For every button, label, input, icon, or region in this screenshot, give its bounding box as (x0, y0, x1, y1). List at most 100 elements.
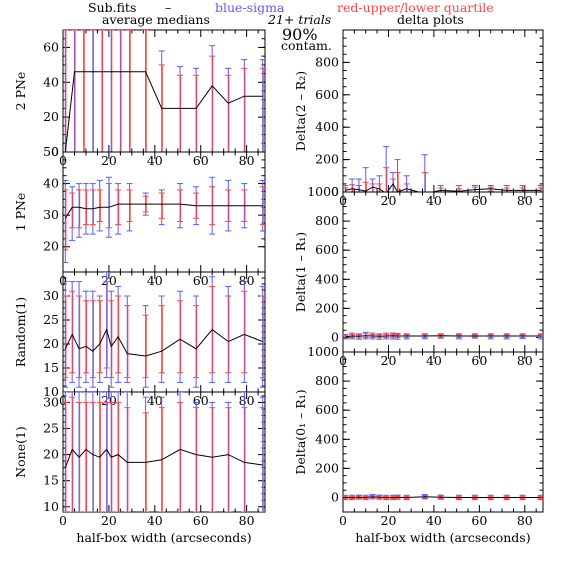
y-tick-label: 200 (315, 152, 339, 167)
x-tick-label: 80 (239, 513, 255, 528)
y-tick-label: 200 (315, 300, 339, 315)
error-bars (343, 494, 543, 501)
header-trials: 21+ trials (267, 12, 331, 27)
figure-header: Sub.fits – blue-sigma red-upper/lower qu… (88, 0, 494, 53)
y-tick-label: 15 (43, 360, 59, 375)
y-tick-label: 20 (43, 239, 59, 254)
median-line (64, 71, 263, 152)
median-line (64, 448, 263, 468)
y-tick-label: 60 (43, 39, 59, 54)
header-contam-label: contam. (281, 38, 332, 53)
x-tick-label: 40 (426, 193, 442, 208)
x-tick-label: 80 (517, 353, 533, 368)
x-tick-label: 20 (101, 273, 117, 288)
x-tick-label: 0 (59, 513, 67, 528)
x-axis-label: half-box width (arcseconds) (76, 530, 251, 545)
x-tick-label: 80 (517, 193, 533, 208)
x-tick-label: 60 (193, 153, 209, 168)
x-tick-label: 60 (471, 193, 487, 208)
header-left-title: average medians (102, 12, 210, 27)
y-tick-label: 10 (43, 499, 59, 514)
y-axis-label: Delta(2 – R₂) (293, 71, 308, 151)
x-tick-label: 40 (147, 513, 163, 528)
y-tick-label: 25 (43, 421, 59, 436)
x-axis-label: half-box width (arcseconds) (355, 530, 530, 545)
y-tick-label: 0 (331, 184, 339, 199)
plot-frame (342, 191, 544, 353)
error-bars (63, 176, 265, 264)
error-bars (63, 30, 265, 152)
y-tick-label: 40 (43, 176, 59, 191)
x-tick-label: 0 (339, 513, 347, 528)
x-tick-label: 60 (193, 513, 209, 528)
x-tick-label: 60 (193, 393, 209, 408)
y-tick-label: 200 (315, 460, 339, 475)
y-axis-label: None(1) (13, 426, 28, 478)
x-tick-label: 40 (426, 513, 442, 528)
y-tick-label: 20 (43, 447, 59, 462)
y-tick-label: 1000 (307, 344, 339, 359)
x-tick-label: 40 (426, 353, 442, 368)
y-tick-label: 20 (43, 336, 59, 351)
y-tick-label: 400 (315, 119, 339, 134)
header-dash: – (165, 0, 171, 15)
header-right-title: delta plots (397, 12, 464, 27)
header-red-legend: red-upper/lower quartile (337, 0, 494, 15)
x-tick-label: 60 (471, 353, 487, 368)
median-line (345, 496, 541, 499)
header-blue-legend: blue-sigma (215, 0, 285, 15)
y-tick-label: 600 (315, 87, 339, 102)
y-tick-label: 400 (315, 431, 339, 446)
y-tick-label: 0 (51, 144, 59, 159)
plot-frame (342, 29, 544, 193)
plot-frame (342, 351, 544, 513)
header-source: Sub.fits (88, 0, 136, 15)
y-axis-label: Random(1) (13, 297, 28, 367)
panel-none-1: 0 20 40 60 80 10 15 20 25 30 None(1) half-box width… (13, 391, 266, 545)
y-tick-label: 0 (331, 489, 339, 504)
y-tick-label: 1000 (307, 184, 339, 199)
y-tick-label: 30 (43, 394, 59, 409)
median-line (64, 328, 263, 357)
x-tick-label: 20 (101, 153, 117, 168)
x-tick-label: 20 (101, 393, 117, 408)
median-line (64, 203, 263, 219)
x-tick-label: 60 (193, 273, 209, 288)
x-tick-label: 80 (239, 393, 255, 408)
y-tick-label: 50 (43, 144, 59, 159)
y-tick-label: 30 (43, 207, 59, 222)
y-tick-label: 800 (315, 213, 339, 228)
y-tick-label: 40 (43, 74, 59, 89)
y-axis-label: 1 PNe (13, 193, 28, 232)
error-bars (343, 146, 543, 192)
y-tick-label: 400 (315, 271, 339, 286)
x-tick-label: 20 (381, 353, 397, 368)
y-axis-label: Delta(0₁ – R₁) (293, 389, 308, 474)
x-tick-label: 20 (101, 513, 117, 528)
y-tick-label: 15 (43, 473, 59, 488)
x-tick-label: 80 (239, 153, 255, 168)
y-tick-label: 25 (43, 312, 59, 327)
y-tick-label: 600 (315, 242, 339, 257)
y-axis-label: 2 PNe (13, 72, 28, 111)
x-tick-label: 80 (517, 513, 533, 528)
error-bars (63, 272, 265, 388)
header-contam-value: 90% (282, 25, 318, 44)
x-tick-label: 40 (147, 153, 163, 168)
x-tick-label: 60 (471, 513, 487, 528)
panel-1-pne: 0 20 40 60 80 20 30 40 50 1 PNe (13, 144, 266, 288)
y-tick-label: 30 (43, 288, 59, 303)
x-tick-label: 40 (147, 273, 163, 288)
x-tick-label: 20 (381, 193, 397, 208)
y-axis-label: Delta(1 – R₁) (293, 232, 308, 312)
error-bars (63, 392, 265, 512)
y-tick-label: 800 (315, 373, 339, 388)
x-tick-label: 80 (239, 273, 255, 288)
x-tick-label: 20 (381, 513, 397, 528)
